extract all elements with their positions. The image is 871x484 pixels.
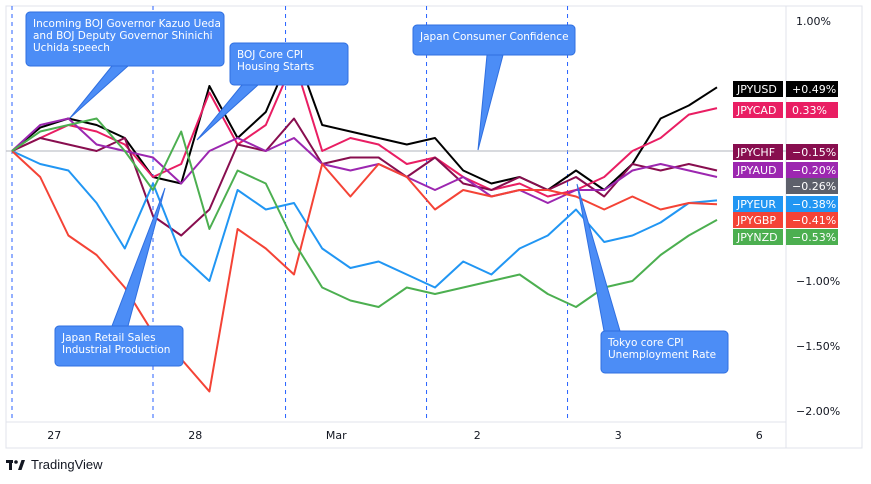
value-labels: JPYUSD +0.49% JPYCAD 0.33% JPYCHF −0.15% JPYAU…	[733, 81, 838, 245]
y-tick-label: 1.00%	[796, 15, 831, 28]
x-tick-label: 3	[615, 429, 622, 442]
annotation-box	[54, 325, 184, 367]
annotation-box	[600, 330, 729, 374]
series-name-text: JPYUSD	[736, 83, 777, 96]
annotation-box	[25, 11, 225, 67]
x-tick-label: Mar	[326, 429, 347, 442]
series-value-text: −0.38%	[792, 198, 836, 211]
series-name-text: JPYCHF	[736, 146, 775, 159]
y-axis: 1.00% −1.00% −1.50% −2.00%	[796, 15, 840, 418]
annotation-japan-consumer-confidence[interactable]: Japan Consumer Confidence	[412, 24, 576, 151]
y-tick-label: −1.00%	[796, 275, 840, 288]
annotation-text: Incoming BOJ Governor Kazuo Ueda	[33, 18, 221, 30]
value-label-jpyaud: JPYAUD −0.20%	[733, 162, 838, 178]
series-name-tag	[733, 102, 783, 118]
annotation-text: Japan Consumer Confidence	[419, 31, 569, 43]
series-name-tag	[733, 81, 783, 97]
tradingview-logo-icon	[6, 459, 25, 470]
series-line-jpychf	[11, 117, 718, 237]
series-name-tag	[733, 212, 783, 228]
series-name-tag	[733, 144, 783, 160]
series-name-tag	[733, 229, 783, 245]
x-axis: 27 28 Mar 2 3 6	[47, 429, 763, 442]
annotation-text: Industrial Production	[62, 344, 170, 356]
series-name-text: JPYAUD	[736, 164, 777, 177]
series-value-tag	[786, 229, 838, 245]
series-value-text: +0.49%	[792, 83, 836, 96]
series-line-jpyaud	[11, 117, 718, 204]
y-tick-label: −2.00%	[796, 405, 840, 418]
value-label-jpynzd: JPYNZD −0.53%	[733, 229, 838, 245]
y-tick-label: −1.50%	[796, 340, 840, 353]
series-value-tag	[786, 102, 838, 118]
tradingview-wordmark: TradingView	[31, 457, 103, 472]
annotation-text: Housing Starts	[237, 61, 314, 73]
x-tick-label: 27	[47, 429, 61, 442]
series-name-tag	[733, 196, 783, 212]
series-value-tag	[786, 144, 838, 160]
series-line-jpyeur	[11, 150, 718, 289]
series-name-tag	[733, 162, 783, 178]
series-value-tag	[786, 196, 838, 212]
series-value-text: −0.41%	[792, 214, 836, 227]
value-label-jpyeur: JPYEUR −0.38%	[733, 196, 838, 212]
value-label-unnamed: −0.26%	[786, 178, 838, 194]
value-label-jpycad: JPYCAD 0.33%	[733, 102, 838, 118]
series-name-text: JPYNZD	[736, 231, 778, 244]
annotation-box	[412, 24, 576, 56]
series-line-jpyusd	[11, 46, 718, 191]
annotation-text: Tokyo core CPI	[607, 337, 684, 349]
series-name-text: JPYGBP	[736, 214, 776, 227]
annotation-text: BOJ Core CPI	[237, 49, 303, 61]
series-value-text: −0.26%	[792, 180, 836, 193]
x-tick-label: 28	[188, 429, 202, 442]
annotation-text: and BOJ Deputy Governor Shinichi	[33, 30, 213, 42]
annotation-text: Japan Retail Sales	[61, 332, 156, 344]
tradingview-branding[interactable]: TradingView	[6, 457, 103, 472]
x-tick-label: 6	[756, 429, 763, 442]
value-label-jpygbp: JPYGBP −0.41%	[733, 212, 838, 228]
series-value-text: −0.53%	[792, 231, 836, 244]
annotation-text: Unemployment Rate	[608, 349, 716, 361]
annotation-text: Uchida speech	[33, 42, 110, 54]
series-value-text: −0.15%	[792, 146, 836, 159]
series-value-tag	[786, 178, 838, 194]
series-value-tag	[786, 81, 838, 97]
series-value-text: 0.33%	[792, 104, 827, 117]
series-name-text: JPYEUR	[736, 198, 776, 211]
series-value-text: −0.20%	[792, 164, 836, 177]
value-label-jpyusd: JPYUSD +0.49%	[733, 81, 838, 97]
series-name-text: JPYCAD	[736, 104, 776, 117]
series-value-tag	[786, 162, 838, 178]
value-label-jpychf: JPYCHF −0.15%	[733, 144, 838, 160]
x-tick-label: 2	[474, 429, 481, 442]
series-value-tag	[786, 212, 838, 228]
annotation-box	[229, 42, 349, 86]
